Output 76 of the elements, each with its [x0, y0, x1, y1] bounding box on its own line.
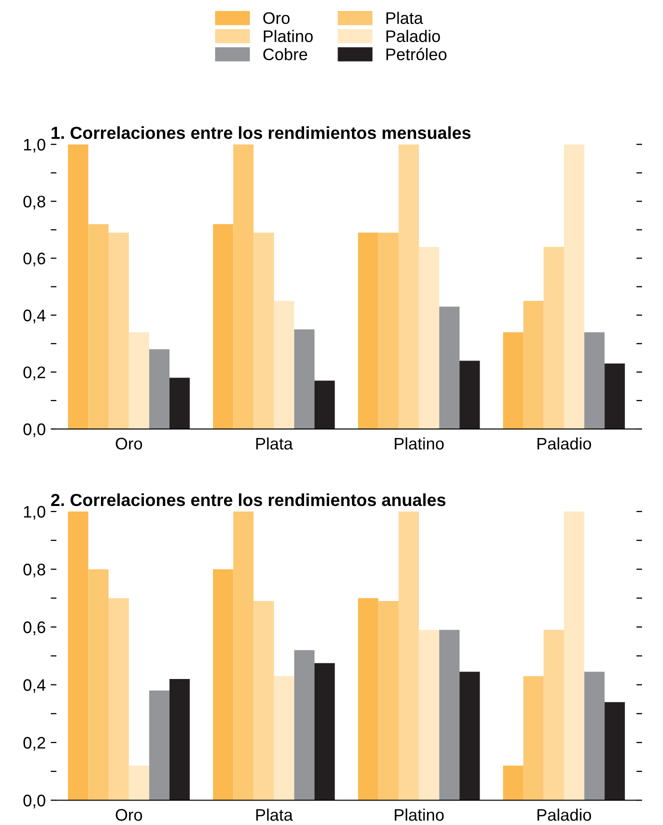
bar	[108, 232, 129, 429]
x-tick-label: Oro	[116, 438, 142, 450]
bar	[378, 232, 399, 429]
y-tick-label: 0,6	[23, 621, 46, 636]
bar	[503, 766, 524, 800]
bar	[128, 766, 150, 800]
bar	[503, 332, 524, 429]
bar	[169, 378, 190, 429]
bar	[149, 690, 170, 800]
bar	[233, 512, 254, 800]
bar	[398, 144, 419, 429]
y-tick-label: 0,2	[23, 366, 46, 380]
bar	[523, 676, 544, 800]
legend-label: Paladio	[386, 30, 440, 42]
y-tick-label: 0,4	[23, 679, 46, 693]
bar	[358, 232, 378, 429]
y-tick-label: 1,0	[24, 138, 46, 153]
bar	[564, 512, 584, 800]
bar	[584, 672, 605, 800]
bar	[604, 364, 625, 429]
y-tick-label: 0,6	[23, 252, 46, 266]
bar	[294, 650, 315, 800]
bar	[169, 678, 190, 800]
chart-title: 2. Correlaciones entre los rendimientos anuales	[51, 493, 446, 506]
bar	[604, 702, 625, 800]
x-tick-label: Platino	[394, 437, 444, 450]
legend-label: Oro	[263, 12, 290, 24]
bar	[68, 512, 88, 800]
bar	[418, 630, 440, 800]
bar	[274, 300, 294, 429]
legend-label: Plata	[386, 12, 424, 24]
bar	[584, 332, 605, 429]
bar	[128, 332, 150, 429]
bar	[544, 630, 564, 800]
bar	[88, 569, 109, 800]
bar	[439, 630, 460, 800]
y-tick-label: 0,0	[23, 794, 46, 808]
x-tick-label: Platino	[394, 808, 444, 821]
bar	[212, 569, 234, 800]
bar	[460, 672, 480, 800]
bar	[314, 663, 335, 800]
bar	[358, 598, 378, 800]
y-tick-label: 1,0	[24, 506, 46, 520]
bar	[254, 232, 274, 429]
bar	[149, 349, 170, 429]
x-tick-label: Oro	[116, 809, 142, 821]
bar	[378, 601, 399, 800]
bar	[544, 246, 564, 429]
bar	[418, 246, 440, 429]
bar	[314, 380, 335, 429]
bar	[254, 601, 274, 800]
y-tick-label: 0,2	[23, 736, 46, 751]
x-tick-label: Paladio	[538, 437, 592, 450]
bar	[439, 306, 460, 429]
x-tick-label: Paladio	[538, 808, 592, 821]
bar	[108, 598, 129, 800]
legend-label: Platino	[264, 30, 313, 42]
bar	[233, 144, 254, 429]
x-tick-label: Plata	[256, 808, 293, 821]
legend-label: Cobre	[263, 48, 308, 60]
bar	[68, 144, 88, 429]
bar	[398, 512, 419, 800]
bar	[274, 676, 294, 800]
y-tick-label: 0,8	[23, 564, 46, 578]
bar	[294, 329, 315, 429]
y-tick-label: 0,8	[23, 196, 46, 210]
y-tick-label: 0,0	[23, 423, 46, 438]
bar	[212, 224, 234, 429]
x-tick-label: Plata	[256, 437, 293, 450]
y-tick-label: 0,4	[23, 310, 46, 324]
bar	[88, 224, 109, 429]
bar	[523, 300, 544, 429]
bar	[564, 144, 584, 429]
bar	[460, 360, 480, 429]
legend-label: Petróleo	[386, 48, 446, 60]
chart-title: 1. Correlaciones entre los rendimientos mensuales	[52, 126, 471, 139]
